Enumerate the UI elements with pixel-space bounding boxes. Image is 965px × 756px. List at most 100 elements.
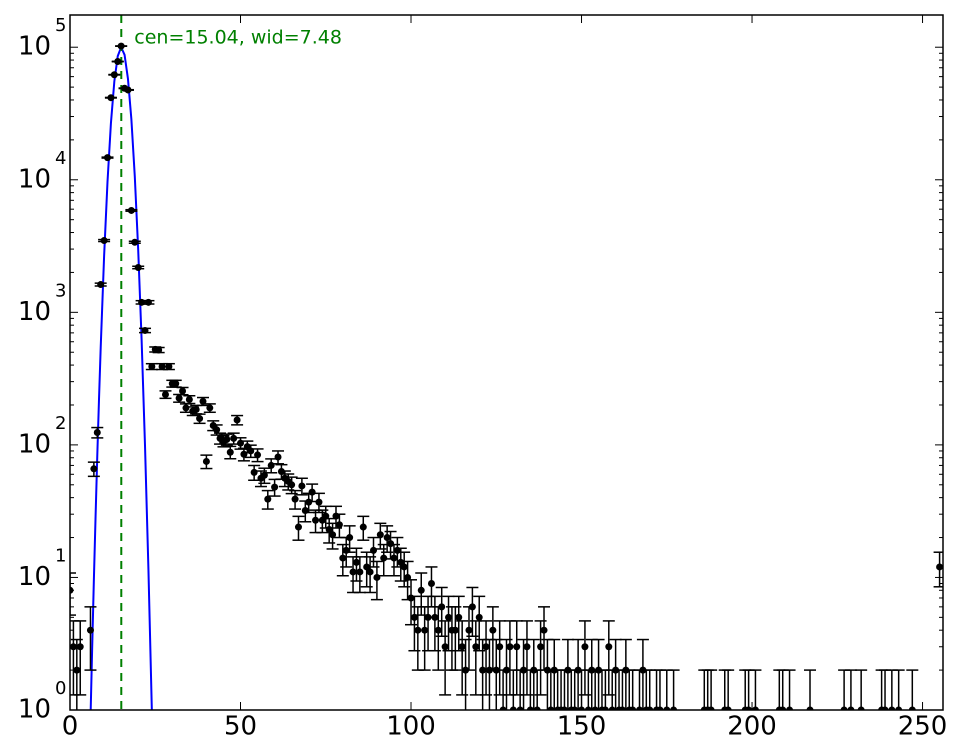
data-point (131, 238, 139, 246)
data-point (618, 706, 626, 710)
y-tick-label: 10 (18, 695, 51, 725)
data-point (407, 594, 415, 602)
data-point (254, 451, 262, 459)
data-point (335, 521, 343, 529)
data-point (329, 531, 337, 539)
data-point (370, 546, 378, 554)
data-point (90, 465, 98, 473)
data-point (635, 706, 643, 710)
data-point (455, 613, 463, 621)
data-point (533, 706, 541, 710)
y-tick-exponent: 3 (55, 280, 66, 301)
data-point (298, 482, 306, 490)
data-point (475, 613, 483, 621)
data-point (881, 706, 889, 710)
data-point (806, 706, 814, 710)
data-point (172, 380, 180, 388)
data-point (581, 643, 589, 651)
data-point (438, 603, 446, 611)
data-point (468, 603, 476, 611)
data-point (571, 706, 579, 710)
data-point (124, 86, 132, 94)
data-point (308, 488, 316, 496)
data-point (196, 415, 204, 423)
data-point (591, 706, 599, 710)
data-point (294, 523, 302, 531)
data-point (117, 42, 125, 50)
data-point (230, 434, 238, 442)
data-point (779, 706, 787, 710)
data-point (291, 495, 299, 503)
data-point (202, 457, 210, 465)
data-point (724, 706, 732, 710)
y-tick-label: 10 (18, 297, 51, 327)
data-point (104, 154, 112, 162)
data-point (427, 580, 435, 588)
data-point (888, 706, 896, 710)
data-point (390, 554, 398, 562)
data-point (663, 706, 671, 710)
data-point (199, 397, 207, 405)
x-tick-label: 150 (557, 712, 607, 742)
data-point (165, 363, 173, 371)
data-point (608, 706, 616, 710)
data-point (312, 516, 320, 524)
data-point (86, 626, 94, 634)
data-point (523, 643, 531, 651)
data-point (387, 540, 395, 548)
data-point (496, 643, 504, 651)
data-point (315, 498, 323, 506)
data-point (526, 706, 534, 710)
axes: cen=15.04, wid=7.480 50 100 150 200 250100101… (18, 14, 947, 742)
data-point (76, 643, 84, 651)
data-point (185, 395, 193, 403)
data-point (274, 453, 282, 461)
data-point (584, 706, 592, 710)
data-point (537, 643, 545, 651)
data-point (97, 281, 105, 289)
data-point (509, 706, 517, 710)
data-point (226, 448, 234, 456)
x-tick-label: 100 (386, 712, 436, 742)
data-point (73, 666, 81, 674)
data-point (499, 706, 507, 710)
x-tick-label: 200 (727, 712, 777, 742)
x-tick-label: 50 (224, 712, 257, 742)
data-point (908, 706, 916, 710)
data-point (114, 58, 122, 66)
data-point (513, 643, 521, 651)
data-point (134, 263, 142, 271)
y-tick-exponent: 4 (55, 148, 66, 169)
data-point (223, 435, 231, 443)
data-point (472, 643, 480, 651)
data-point (656, 706, 664, 710)
data-point (707, 706, 715, 710)
data-point (434, 626, 442, 634)
data-point (376, 531, 384, 539)
data-point (233, 416, 241, 424)
y-tick-label: 10 (18, 429, 51, 459)
data-point (141, 326, 149, 334)
data-point (506, 643, 514, 651)
y-tick-label: 10 (18, 32, 51, 62)
data-point (520, 666, 528, 674)
data-point (465, 626, 473, 634)
data-point (158, 363, 166, 371)
data-point (148, 363, 156, 371)
data-point (267, 461, 275, 469)
data-point (161, 390, 169, 398)
data-point (380, 554, 388, 562)
data-point (857, 706, 865, 710)
data-point (400, 563, 408, 571)
data-point (144, 298, 152, 306)
data-point (482, 643, 490, 651)
x-tick-label: 0 (62, 712, 79, 742)
data-point (110, 71, 118, 79)
data-point (359, 523, 367, 531)
data-point (346, 534, 354, 542)
data-point (670, 706, 678, 710)
data-point (250, 468, 258, 476)
data-point (441, 643, 449, 651)
data-point (356, 568, 364, 576)
data-point (288, 481, 296, 489)
